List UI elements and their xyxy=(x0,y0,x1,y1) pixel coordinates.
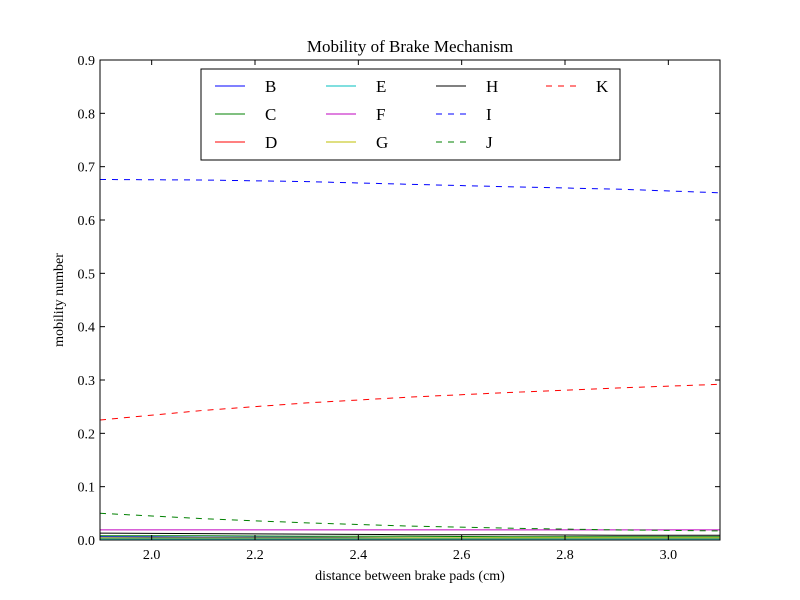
y-tick-label: 0.6 xyxy=(78,214,96,229)
legend-label: G xyxy=(376,133,388,152)
y-tick-label: 0.4 xyxy=(78,321,96,336)
x-tick-label: 2.4 xyxy=(350,548,368,563)
legend-label: E xyxy=(376,77,386,96)
series-line-c xyxy=(100,535,720,538)
legend-label: I xyxy=(486,105,492,124)
legend-item-e: E xyxy=(326,77,386,96)
x-tick-label: 2.8 xyxy=(556,548,574,563)
chart-title: Mobility of Brake Mechanism xyxy=(307,37,513,56)
y-tick-label: 0.1 xyxy=(78,481,96,496)
y-tick-label: 0.8 xyxy=(78,107,96,122)
series-layer xyxy=(100,179,720,540)
x-tick-label: 2.0 xyxy=(143,548,161,563)
y-tick-label: 0.2 xyxy=(78,427,96,442)
legend-label: K xyxy=(596,77,609,96)
legend-frame xyxy=(200,68,621,161)
plot-frame xyxy=(99,59,721,541)
legend-label: D xyxy=(265,133,277,152)
legend-item-i: I xyxy=(436,105,492,124)
y-tick-label: 0.0 xyxy=(78,534,96,549)
y-tick-label: 0.9 xyxy=(78,54,96,69)
legend-label: H xyxy=(486,77,498,96)
y-tick-label: 0.5 xyxy=(78,267,96,282)
series-line-i xyxy=(100,179,720,194)
legend-label: J xyxy=(486,133,493,152)
tick-layer: 2.0 2.2 2.4 2.6 2.8 3.0 0.0 0.1 0.2 0.3 0.4 0.5 0.6 0… xyxy=(78,54,720,563)
legend-label: B xyxy=(265,77,276,96)
x-tick-label: 2.6 xyxy=(453,548,471,563)
legend-item-d: D xyxy=(215,133,277,152)
legend-item-k: K xyxy=(546,77,609,96)
series-line-j xyxy=(100,512,720,532)
legend-item-f: F xyxy=(326,105,385,124)
legend-item-j: J xyxy=(436,133,493,152)
y-tick-label: 0.7 xyxy=(78,161,96,176)
x-tick-label: 3.0 xyxy=(660,548,678,563)
legend-item-c: C xyxy=(215,105,276,124)
legend-item-b: B xyxy=(215,77,276,96)
series-line-k xyxy=(100,383,720,421)
legend-label: F xyxy=(376,105,385,124)
y-axis-label: mobility number xyxy=(52,253,67,347)
legend-label: C xyxy=(265,105,276,124)
x-tick-label: 2.2 xyxy=(246,548,264,563)
legend: BCD EFG HIJ K xyxy=(200,68,621,161)
y-tick-label: 0.3 xyxy=(78,374,96,389)
series-line-h xyxy=(100,532,720,536)
x-axis-label: distance between brake pads (cm) xyxy=(315,569,505,584)
legend-item-h: H xyxy=(436,77,498,96)
legend-item-g: G xyxy=(326,133,388,152)
